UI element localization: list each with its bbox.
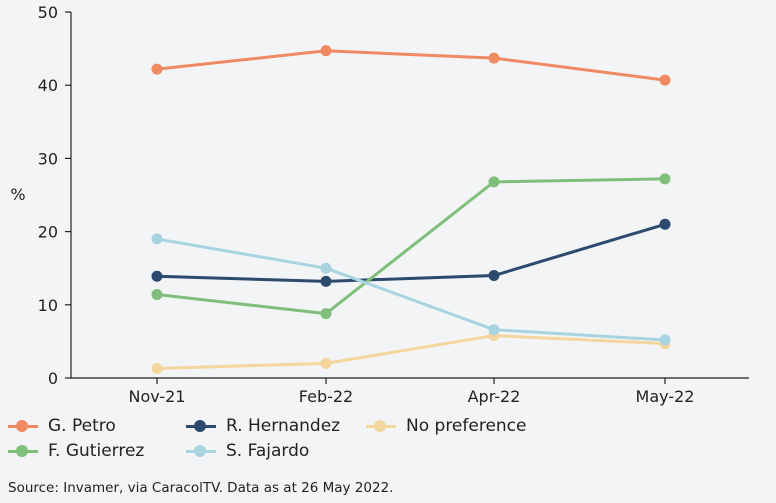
data-point-no-preference	[151, 362, 163, 374]
data-point-r-hernandez	[488, 270, 500, 282]
series-line-f-gutierrez	[156, 177, 666, 316]
data-point-r-hernandez	[151, 270, 163, 282]
x-tick-label: May-22	[636, 387, 695, 406]
data-point-r-hernandez	[320, 275, 332, 287]
data-point-r-hernandez	[659, 218, 671, 230]
legend-swatch	[186, 419, 216, 433]
legend-item: No preference	[366, 416, 527, 436]
legend-item: F. Gutierrez	[8, 441, 144, 461]
series-line-r-hernandez	[156, 222, 666, 283]
legend-item: G. Petro	[8, 416, 116, 436]
series-line-g-petro	[156, 49, 666, 82]
legend-label: No preference	[406, 416, 527, 436]
legend-swatch	[8, 419, 38, 433]
data-point-f-gutierrez	[320, 308, 332, 320]
data-point-g-petro	[320, 45, 332, 57]
data-point-s-fajardo	[488, 324, 500, 336]
y-tick-label: 30	[38, 149, 58, 168]
legend-swatch	[366, 419, 396, 433]
series-g-petro	[151, 45, 671, 86]
y-axis-label: %	[10, 185, 25, 204]
data-point-s-fajardo	[659, 334, 671, 346]
legend-item: S. Fajardo	[186, 441, 309, 461]
legend-label: S. Fajardo	[226, 441, 310, 461]
series-line-no-preference	[156, 334, 666, 370]
y-tick-label: 50	[38, 3, 58, 22]
legend-label: G. Petro	[48, 416, 116, 436]
legend-label: F. Gutierrez	[48, 441, 145, 461]
data-point-s-fajardo	[151, 233, 163, 245]
data-point-f-gutierrez	[659, 173, 671, 185]
x-tick-label: Nov-21	[129, 387, 186, 406]
x-tick-label: Feb-22	[299, 387, 353, 406]
line-chart: 0 10 20 30 40 50% Nov-21 Feb-22 Apr-22 May-22	[10, 3, 749, 406]
data-point-g-petro	[488, 52, 500, 64]
series-f-gutierrez	[151, 173, 671, 320]
legend-label: R. Hernandez	[226, 416, 341, 436]
data-point-f-gutierrez	[151, 289, 163, 301]
legend-swatch	[186, 444, 216, 458]
data-point-g-petro	[659, 74, 671, 86]
data-point-f-gutierrez	[488, 176, 500, 188]
chart-series	[151, 45, 671, 374]
source-note: Source: Invamer, via CaracolTV. Data as …	[8, 480, 394, 496]
data-point-s-fajardo	[320, 262, 332, 274]
y-tick-label: 40	[38, 76, 58, 95]
x-tick-label: Apr-22	[468, 387, 521, 406]
series-line-s-fajardo	[156, 237, 666, 342]
y-tick-label: 20	[38, 223, 58, 242]
legend-swatch	[8, 444, 38, 458]
data-point-no-preference	[320, 357, 332, 369]
chart-axes: 0 10 20 30 40 50% Nov-21 Feb-22 Apr-22 May-22	[10, 3, 749, 406]
data-point-g-petro	[151, 63, 163, 75]
series-r-hernandez	[151, 218, 671, 287]
series-s-fajardo	[151, 233, 671, 346]
y-tick-label: 0	[48, 369, 58, 388]
y-tick-label: 10	[38, 296, 58, 315]
legend-item: R. Hernandez	[186, 416, 340, 436]
